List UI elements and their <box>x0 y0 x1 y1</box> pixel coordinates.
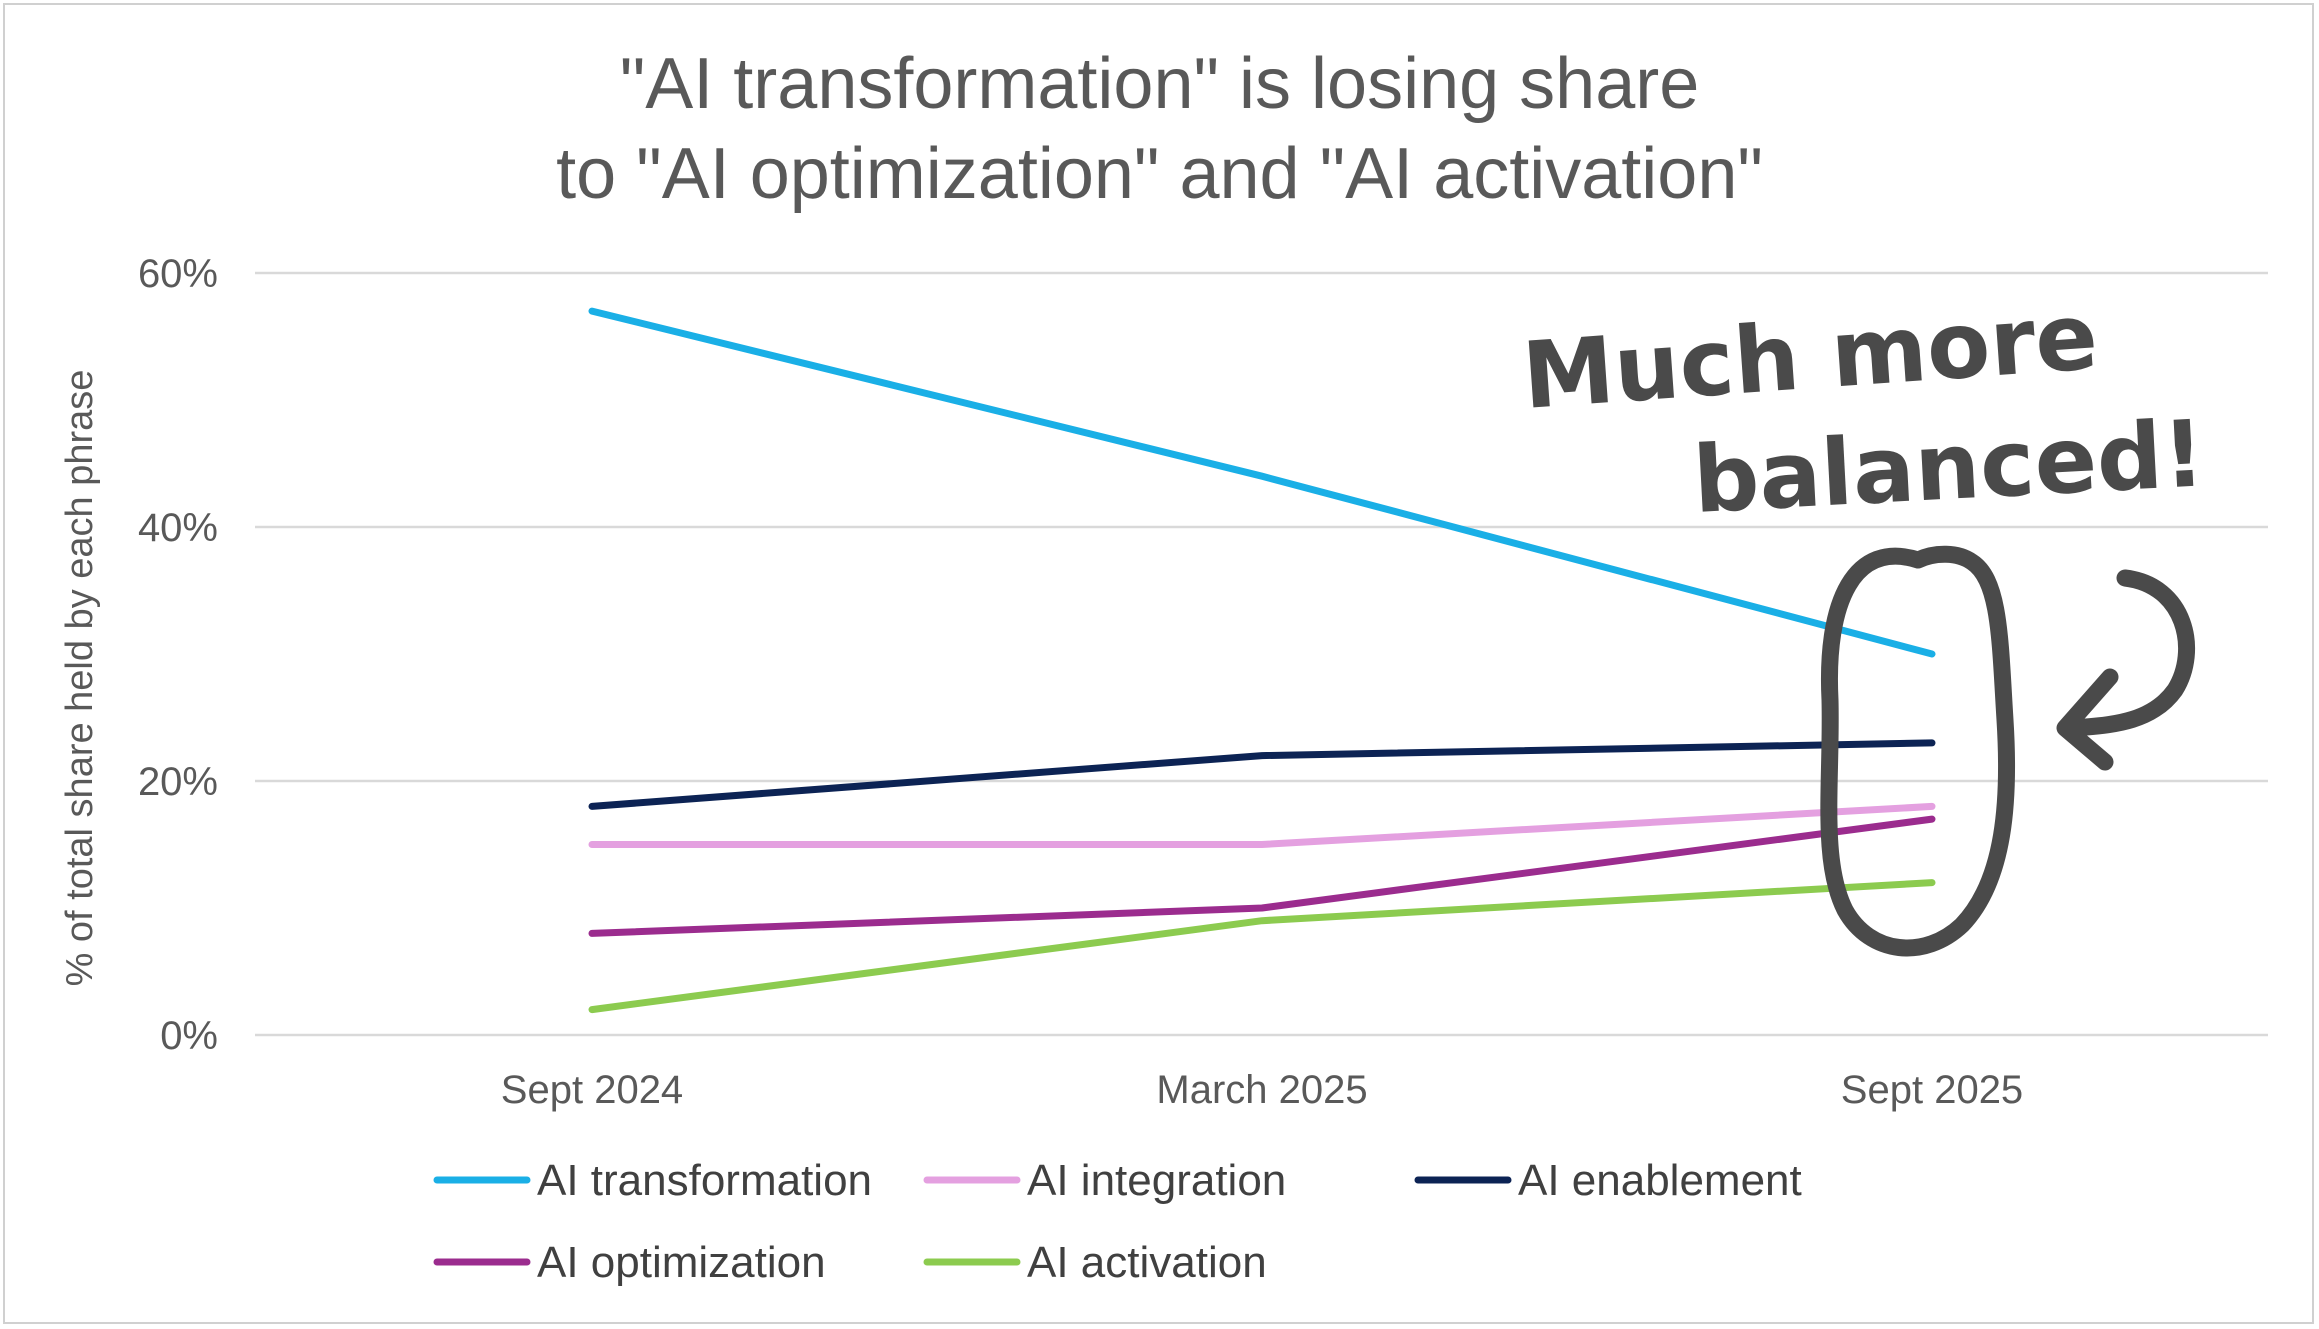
annotation-arrow-shaft <box>2066 569 2196 737</box>
series-line-ai-activation <box>588 879 1936 1014</box>
series-line-ai-optimization <box>588 815 1936 937</box>
x-tick-label: Sept 2025 <box>1841 1068 2023 1112</box>
legend-label-ai-transformation: AI transformation <box>537 1156 872 1205</box>
annotation: Much more balanced! <box>1519 283 2208 957</box>
series-line-ai-transformation <box>588 307 1936 658</box>
annotation-circle <box>1820 545 2016 957</box>
annotation-text-line-2: balanced! <box>1691 400 2208 534</box>
legend-label-ai-activation: AI activation <box>1027 1238 1267 1287</box>
series-line-ai-integration <box>588 802 1936 848</box>
legend: AI transformation AI integration AI enable… <box>433 1156 1802 1287</box>
y-axis-ticks: 0% 20% 40% 60% <box>138 252 218 1058</box>
legend-label-ai-integration: AI integration <box>1027 1156 1286 1205</box>
y-tick-label: 60% <box>138 252 218 296</box>
series-lines <box>588 307 1936 1014</box>
y-tick-label: 0% <box>160 1014 218 1058</box>
legend-label-ai-optimization: AI optimization <box>537 1238 826 1287</box>
annotation-arrow-head <box>2056 668 2119 771</box>
annotation-text-line-1: Much more <box>1519 283 2101 430</box>
y-tick-label: 40% <box>138 506 218 550</box>
chart-title-line-2: to "AI optimization" and "AI activation" <box>556 134 1763 214</box>
x-tick-label: Sept 2024 <box>501 1068 683 1112</box>
series-line-ai-enablement <box>588 739 1936 810</box>
x-axis-ticks: Sept 2024 March 2025 Sept 2025 <box>501 1068 2023 1112</box>
chart-frame <box>3 3 2314 1324</box>
x-tick-label: March 2025 <box>1156 1068 1367 1112</box>
y-axis-label: % of total share held by each phrase <box>59 370 101 987</box>
chart-title-line-1: "AI transformation" is losing share <box>619 44 1700 124</box>
y-tick-label: 20% <box>138 760 218 804</box>
legend-label-ai-enablement: AI enablement <box>1518 1156 1802 1205</box>
gridlines <box>255 271 2268 1037</box>
